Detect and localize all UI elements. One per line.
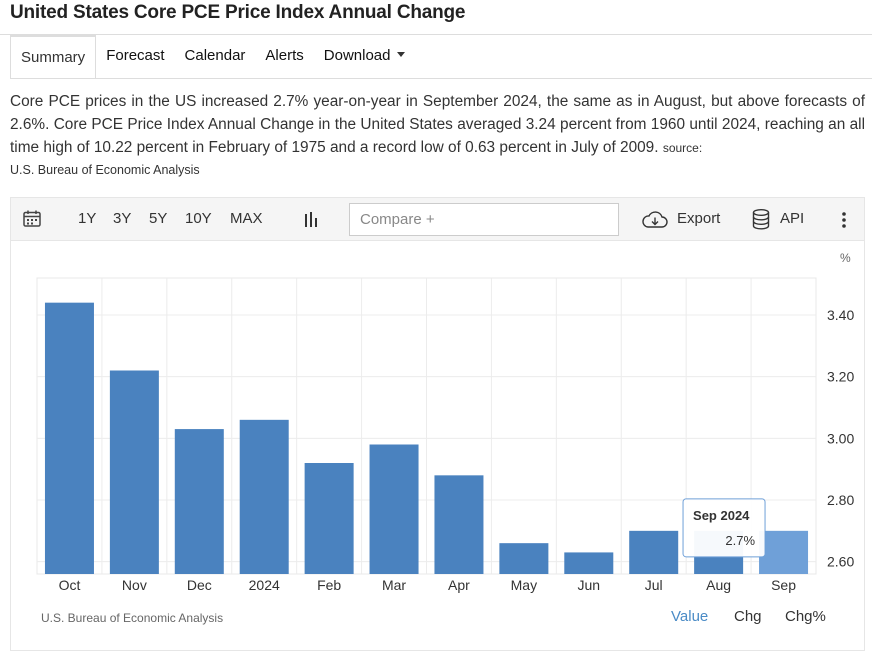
x-tick-label: 2024 [249,577,280,593]
bar [759,530,809,574]
bar [499,543,549,574]
tab-alerts[interactable]: Alerts [255,35,313,79]
range-5y-button[interactable]: 5Y [149,210,168,227]
tab-bar: Summary Forecast Calendar Alerts Downloa… [10,35,415,79]
tab-forecast-label: Forecast [106,47,165,64]
chg-tab[interactable]: Chg [734,608,762,625]
tooltip: Sep 2024 2.7% [682,498,766,558]
y-tick-label: 2.80 [827,492,854,508]
x-tick-label: Apr [448,577,470,593]
range-3y-button[interactable]: 3Y [113,210,132,227]
chart-source: U.S. Bureau of Economic Analysis [41,611,224,625]
tab-forecast[interactable]: Forecast [96,35,174,79]
tab-summary[interactable]: Summary [10,35,97,79]
x-tick-label: Jun [578,577,601,593]
tab-alerts-label: Alerts [265,47,304,64]
tooltip-title: Sep 2024 [693,508,750,523]
x-tick-label: Mar [382,577,406,593]
x-tick-label: Jul [645,577,663,593]
x-tick-label: May [511,577,537,593]
x-tick-label: Dec [187,577,212,593]
bar [44,302,94,574]
bar-chart: 2.60 2.80 3.00 3.20 3.40% Oct Nov Dec 2024 Feb Mar… [36,251,854,593]
y-tick-label: 3.40 [827,307,854,323]
x-tick-label: Feb [317,577,341,593]
tab-summary-label: Summary [21,49,86,66]
compare-input[interactable] [349,203,619,236]
description: Core PCE prices in the US increased 2.7%… [10,90,865,180]
tab-download-label: Download [323,47,391,64]
more-options-icon[interactable] [841,211,847,229]
range-1y-button[interactable]: 1Y [78,210,97,227]
bar [239,419,289,574]
calendar-icon[interactable] [23,210,41,227]
cloud-download-icon[interactable] [642,211,668,228]
x-tick-label: Nov [122,577,147,593]
tab-download[interactable]: Download [314,35,416,79]
tooltip-value: 2.7% [725,533,755,548]
api-button[interactable]: API [780,210,805,227]
x-tick-label: Aug [706,577,731,593]
bar [629,530,679,574]
y-tick-label: 2.60 [827,554,854,570]
chart-panel: 2.60 2.80 3.00 3.20 3.40% Oct Nov Dec 2024 Feb Mar… [10,241,865,651]
bar [304,463,354,574]
bar [434,475,484,574]
chg-percent-tab[interactable]: Chg% [785,608,826,625]
bar [109,370,159,574]
database-icon[interactable] [752,209,770,230]
description-text: Core PCE prices in the US increased 2.7%… [10,93,865,156]
range-max-button[interactable]: MAX [230,210,263,227]
tooltip-box [682,498,766,558]
caret-down-icon [397,51,406,57]
range-10y-button[interactable]: 10Y [185,210,212,227]
tab-calendar[interactable]: Calendar [175,35,256,79]
chart-toolbar: 1Y 3Y 5Y 10Y MAX Export API [10,197,865,241]
y-tick-label: 3.20 [827,369,854,385]
y-tick-label: 3.00 [827,430,854,446]
bar [174,429,224,574]
page-title: United States Core PCE Price Index Annua… [10,2,466,23]
bar [369,444,419,574]
bar-chart-icon[interactable] [303,211,319,227]
source-label: source: [662,141,703,155]
unit-label: % [840,251,851,265]
export-button[interactable]: Export [677,210,721,227]
source-name-link[interactable]: U.S. Bureau of Economic Analysis [10,163,200,177]
x-tick-label: Sep [771,577,796,593]
tab-calendar-label: Calendar [184,47,246,64]
bar [564,552,614,574]
tabs-divider [10,78,872,79]
value-tab[interactable]: Value [671,608,709,625]
title-divider [0,34,872,35]
x-tick-label: Oct [59,577,81,593]
